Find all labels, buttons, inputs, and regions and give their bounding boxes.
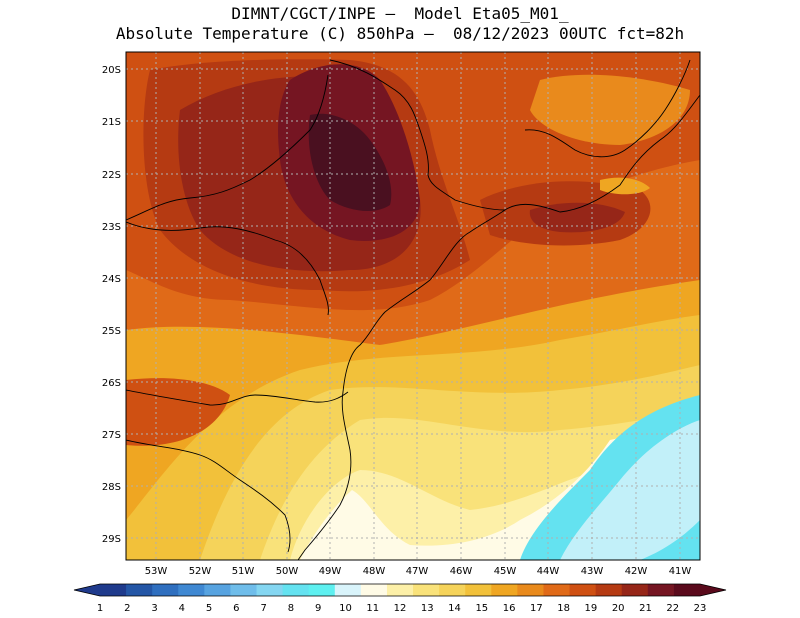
lon-label: 46W [450, 566, 473, 577]
colorbar-right-arrow [700, 584, 726, 596]
lat-label: 26S [102, 378, 121, 389]
lat-label: 29S [102, 534, 121, 545]
colorbar-left-arrow [74, 584, 100, 596]
lon-label: 43W [581, 566, 604, 577]
graticule [126, 52, 700, 560]
coastline [297, 94, 700, 560]
lon-label: 41W [669, 566, 692, 577]
state-border-sp-pr [126, 221, 329, 316]
lat-label: 21S [102, 117, 121, 128]
colorbar-swatch [178, 584, 205, 596]
colorbar: 1 2 3 4 5 6 7 8 9 10 11 12 13 14 15 16 17 18 19 20 21 22 23 [73, 583, 727, 614]
colorbar-swatch [126, 584, 153, 596]
very-cool-region [560, 420, 700, 560]
coastline-and-borders [126, 59, 700, 560]
lon-label: 51W [232, 566, 255, 577]
state-border-mg-es [524, 59, 691, 158]
colorbar-label: 14 [448, 603, 461, 614]
colorbar-label: 6 [233, 603, 239, 614]
lon-label: 50W [276, 566, 299, 577]
colorbar-swatch [543, 584, 571, 596]
colorbar-swatch [491, 584, 518, 596]
colorbar-label: 8 [288, 603, 294, 614]
colorbar-swatch [282, 584, 310, 596]
colorbar-label: 13 [421, 603, 434, 614]
colorbar-swatch [100, 584, 127, 596]
colorbar-label: 23 [694, 603, 707, 614]
colorbar-swatch [360, 584, 388, 596]
colorbar-label: 22 [666, 603, 679, 614]
lat-label: 23S [102, 222, 121, 233]
state-border-pr-sc [126, 389, 349, 406]
lon-label: 44W [537, 566, 560, 577]
colorbar-swatch [334, 584, 362, 596]
colorbar-label: 10 [339, 603, 352, 614]
state-border-mg-sp [126, 59, 506, 221]
lat-label: 20S [102, 65, 121, 76]
lat-label: 27S [102, 430, 121, 441]
colorbar-label: 11 [366, 603, 379, 614]
lon-label: 49W [319, 566, 342, 577]
lon-label: 45W [494, 566, 517, 577]
colorbar-label: 16 [503, 603, 516, 614]
colorbar-swatch [204, 584, 231, 596]
map-title-line1: DIMNT/CGCT/INPE – Model Eta05_M01_ [231, 4, 569, 23]
lat-label: 28S [102, 482, 121, 493]
state-border-sc-rs [126, 439, 291, 553]
colorbar-label: 9 [315, 603, 321, 614]
colorbar-swatch [673, 584, 701, 596]
colorbar-label: 5 [206, 603, 212, 614]
colorbar-label: 17 [530, 603, 543, 614]
colorbar-swatch [386, 584, 414, 596]
colorbar-label: 2 [124, 603, 130, 614]
colorbar-swatch [465, 584, 492, 596]
colorbar-swatch [152, 584, 179, 596]
colorbar-swatch [647, 584, 675, 596]
colorbar-swatch [308, 584, 336, 596]
colorbar-swatch [439, 584, 466, 596]
lat-label: 25S [102, 326, 121, 337]
colorbar-swatch [621, 584, 649, 596]
lat-label: 24S [102, 274, 121, 285]
temperature-field [126, 52, 700, 560]
colorbar-swatch [595, 584, 623, 596]
colorbar-swatch [517, 584, 544, 596]
colorbar-swatch [256, 584, 284, 596]
colorbar-swatch [569, 584, 597, 596]
longitude-labels: 53W 52W 51W 50W 49W 48W 47W 46W 45W 44W … [145, 566, 692, 577]
lon-label: 53W [145, 566, 168, 577]
lon-label: 42W [625, 566, 648, 577]
lon-label: 47W [406, 566, 429, 577]
colorbar-label: 3 [151, 603, 157, 614]
lat-label: 22S [102, 170, 121, 181]
lon-label: 52W [189, 566, 212, 577]
colorbar-label: 21 [639, 603, 652, 614]
colorbar-label: 1 [97, 603, 103, 614]
latitude-labels: 20S 21S 22S 23S 24S 25S 26S 27S 28S 29S [102, 65, 121, 545]
colorbar-outline [73, 583, 727, 597]
map-title-line2: Absolute Temperature (C) 850hPa – 08/12/… [115, 24, 685, 43]
colorbar-label: 15 [475, 603, 488, 614]
hottest-core-region [308, 113, 392, 212]
colorbar-label: 12 [394, 603, 407, 614]
colorbar-swatch [413, 584, 440, 596]
colorbar-label: 19 [585, 603, 598, 614]
lon-label: 48W [363, 566, 386, 577]
colorbar-label: 7 [260, 603, 266, 614]
colorbar-label: 20 [612, 603, 625, 614]
band-17-ne [530, 74, 690, 145]
colorbar-label: 18 [557, 603, 570, 614]
map-frame [125, 51, 701, 561]
colorbar-swatch [230, 584, 258, 596]
colorbar-label: 4 [179, 603, 185, 614]
